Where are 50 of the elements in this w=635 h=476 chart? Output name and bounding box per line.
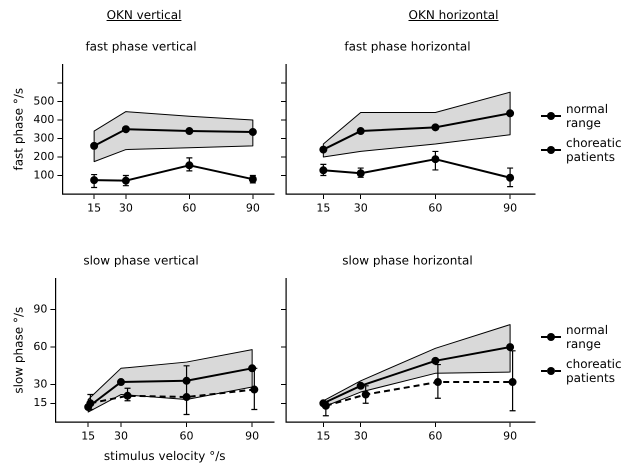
y-tick-label: 15 <box>33 396 48 410</box>
x-tick-label: 90 <box>246 201 260 214</box>
y-axis-title: fast phase °/s <box>11 88 26 171</box>
x-axis-title: stimulus velocity °/s <box>104 448 226 463</box>
chart-title: fast phase vertical <box>85 39 197 54</box>
point <box>90 142 98 150</box>
text: OKN vertical <box>106 8 182 22</box>
y-tick-label: 200 <box>33 150 54 163</box>
x-tick-label: 90 <box>245 429 260 442</box>
y-axis-title: slow phase °/s <box>11 306 26 394</box>
legend-label: normal range <box>566 323 610 351</box>
y-tick-label: 90 <box>33 302 48 316</box>
point <box>431 356 440 365</box>
chart-title: slow phase horizontal <box>342 253 473 268</box>
y-tick-label: 300 <box>33 131 54 144</box>
x-tick-label: 60 <box>180 429 194 442</box>
legend-label: choreatic patients <box>566 357 623 385</box>
x-tick-label: 15 <box>87 201 102 214</box>
y-tick-label: 60 <box>33 340 48 353</box>
point <box>248 128 257 136</box>
x-tick-label: 60 <box>428 429 442 442</box>
point <box>506 109 514 118</box>
x-tick-label: 15 <box>316 429 330 442</box>
y-tick-label: 400 <box>33 112 54 126</box>
point <box>506 343 514 352</box>
x-tick-label: 90 <box>503 429 518 442</box>
x-tick-label: 30 <box>354 429 368 442</box>
point <box>431 123 440 132</box>
x-tick-label: 60 <box>182 201 196 214</box>
y-tick-label: 100 <box>33 168 54 182</box>
x-tick-label: 30 <box>114 429 128 442</box>
x-tick-label: 30 <box>354 201 368 214</box>
point <box>356 382 365 390</box>
legend-label: normal range <box>566 102 610 130</box>
legend-label: choreatic patients <box>566 136 623 164</box>
x-tick-label: 15 <box>81 429 96 442</box>
x-tick-label: 90 <box>503 201 518 214</box>
y-tick-label: 30 <box>33 377 48 390</box>
text: OKN horizontal <box>408 8 498 22</box>
point <box>185 127 194 136</box>
point <box>116 378 125 386</box>
x-tick-label: 30 <box>118 201 133 214</box>
point <box>356 127 365 136</box>
chart-title: slow phase vertical <box>83 253 199 268</box>
point <box>319 146 328 154</box>
x-tick-label: 15 <box>316 201 330 214</box>
chart-title: fast phase horizontal <box>344 39 471 54</box>
point <box>122 125 130 134</box>
y-tick-label: 500 <box>33 94 54 108</box>
x-tick-label: 60 <box>428 201 442 214</box>
